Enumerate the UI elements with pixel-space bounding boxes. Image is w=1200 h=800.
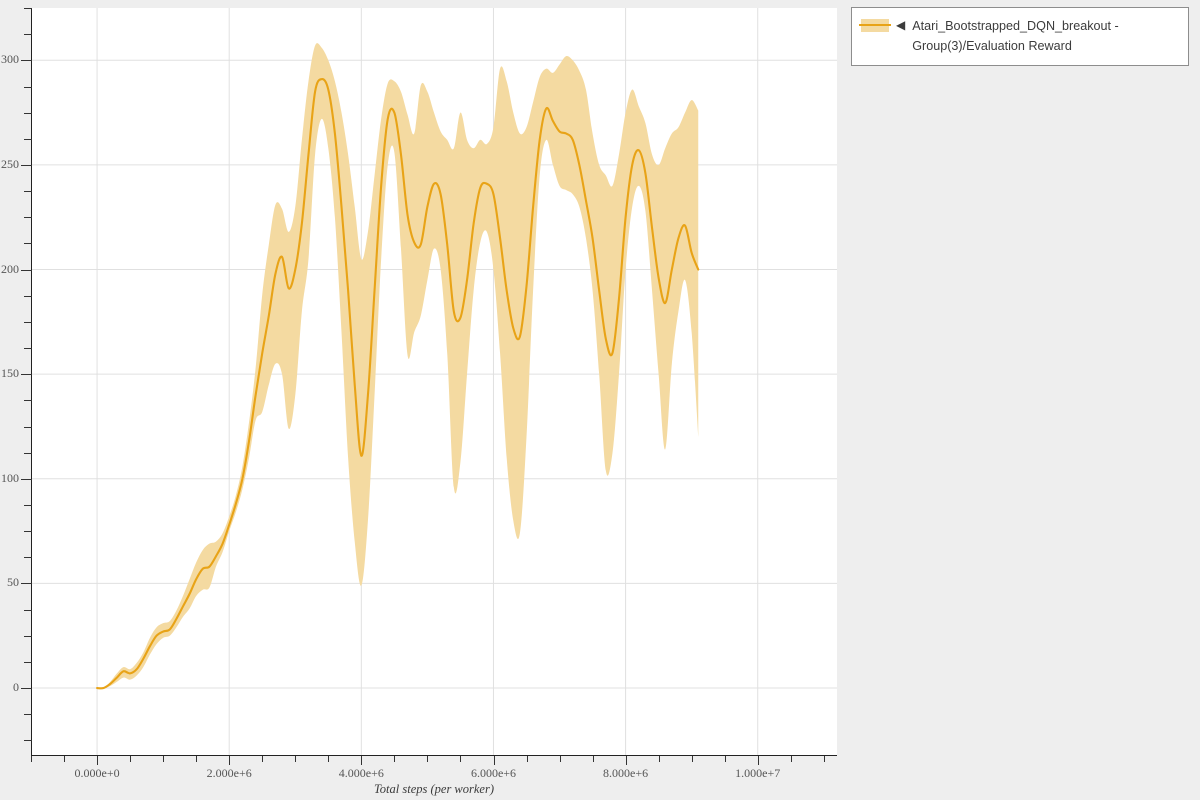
x-tick-minor bbox=[823, 756, 825, 762]
y-tick-minor bbox=[24, 740, 32, 742]
x-tick-minor bbox=[559, 756, 561, 762]
y-tick-minor bbox=[24, 321, 32, 323]
y-tick-minor bbox=[24, 531, 32, 533]
mean-line bbox=[96, 78, 700, 690]
x-tick-major bbox=[625, 756, 627, 765]
y-axis-spine bbox=[31, 8, 32, 755]
y-tick-major bbox=[21, 688, 32, 689]
y-tick-minor bbox=[24, 400, 32, 402]
y-tick-minor bbox=[24, 609, 32, 611]
legend-marker-icon: ◀ bbox=[896, 18, 906, 32]
legend[interactable]: ◀ Atari_Bootstrapped_DQN_breakout - Grou… bbox=[851, 7, 1189, 66]
y-tick-label: 250 bbox=[1, 156, 19, 171]
x-tick-minor bbox=[130, 756, 132, 762]
y-tick-minor bbox=[24, 714, 32, 716]
x-tick-minor bbox=[658, 756, 660, 762]
y-tick-minor bbox=[24, 217, 32, 219]
x-tick-label: 2.000e+6 bbox=[206, 766, 252, 780]
x-tick-minor bbox=[262, 756, 264, 762]
x-tick-minor bbox=[691, 756, 693, 762]
x-tick-minor bbox=[196, 756, 198, 762]
y-tick-major bbox=[21, 374, 32, 376]
y-tick-minor bbox=[24, 426, 32, 428]
legend-line-swatch bbox=[859, 24, 891, 27]
y-tick-major bbox=[21, 269, 32, 271]
x-axis-spine bbox=[31, 755, 837, 756]
y-tick-label: 200 bbox=[1, 261, 19, 276]
y-tick-major bbox=[21, 583, 32, 585]
plot-area bbox=[31, 8, 837, 755]
x-tick-minor bbox=[394, 756, 396, 762]
y-tick-minor bbox=[24, 348, 32, 349]
x-tick-minor bbox=[163, 756, 165, 762]
x-tick-minor bbox=[460, 756, 462, 762]
x-tick-minor bbox=[724, 756, 726, 762]
y-tick-minor bbox=[24, 295, 32, 297]
y-tick-minor bbox=[24, 86, 32, 88]
x-tick-major bbox=[757, 756, 759, 765]
y-tick-label: 100 bbox=[1, 470, 19, 485]
x-tick-label: 8.000e+6 bbox=[603, 766, 649, 780]
y-tick-minor bbox=[24, 557, 32, 559]
y-tick-label: 150 bbox=[1, 366, 19, 381]
y-tick-label: 0 bbox=[13, 680, 19, 694]
x-tick-minor bbox=[31, 756, 32, 762]
y-tick-minor bbox=[24, 191, 32, 193]
gridlines bbox=[31, 8, 837, 755]
y-tick-minor bbox=[24, 452, 32, 454]
x-tick-minor bbox=[427, 756, 429, 762]
y-tick-minor bbox=[24, 635, 32, 637]
y-tick-minor bbox=[24, 138, 32, 140]
y-tick-label: 300 bbox=[1, 52, 19, 67]
x-tick-major bbox=[229, 756, 231, 765]
y-tick-major bbox=[21, 164, 32, 166]
legend-entry-label: Atari_Bootstrapped_DQN_breakout - Group(… bbox=[912, 19, 1119, 53]
x-tick-minor bbox=[592, 756, 594, 762]
y-tick-major bbox=[21, 478, 32, 480]
x-axis-title: Total steps (per worker) bbox=[373, 782, 495, 796]
x-tick-major bbox=[361, 756, 363, 765]
x-tick-major bbox=[493, 756, 495, 765]
x-tick-label: 1.000e+7 bbox=[735, 766, 781, 780]
y-tick-minor bbox=[24, 34, 32, 36]
y-tick-minor bbox=[24, 661, 32, 663]
x-tick-major bbox=[97, 756, 99, 765]
y-tick-minor bbox=[24, 112, 32, 114]
y-tick-label: 50 bbox=[7, 575, 19, 590]
x-tick-label: 6.000e+6 bbox=[470, 766, 517, 780]
y-tick-minor bbox=[24, 505, 32, 506]
x-tick-label: 4.000e+6 bbox=[338, 766, 384, 780]
x-tick-minor bbox=[526, 756, 528, 762]
x-tick-minor bbox=[790, 756, 792, 762]
y-tick-minor bbox=[24, 8, 32, 9]
plot-svg bbox=[31, 8, 837, 755]
x-tick-minor bbox=[295, 756, 297, 762]
y-tick-minor bbox=[24, 243, 32, 245]
confidence-band bbox=[97, 43, 699, 689]
x-tick-label: 0.000e+0 bbox=[74, 766, 120, 780]
x-tick-minor bbox=[328, 756, 330, 762]
legend-color-swatch bbox=[859, 17, 891, 33]
y-tick-major bbox=[21, 60, 32, 62]
x-tick-minor bbox=[64, 756, 65, 762]
